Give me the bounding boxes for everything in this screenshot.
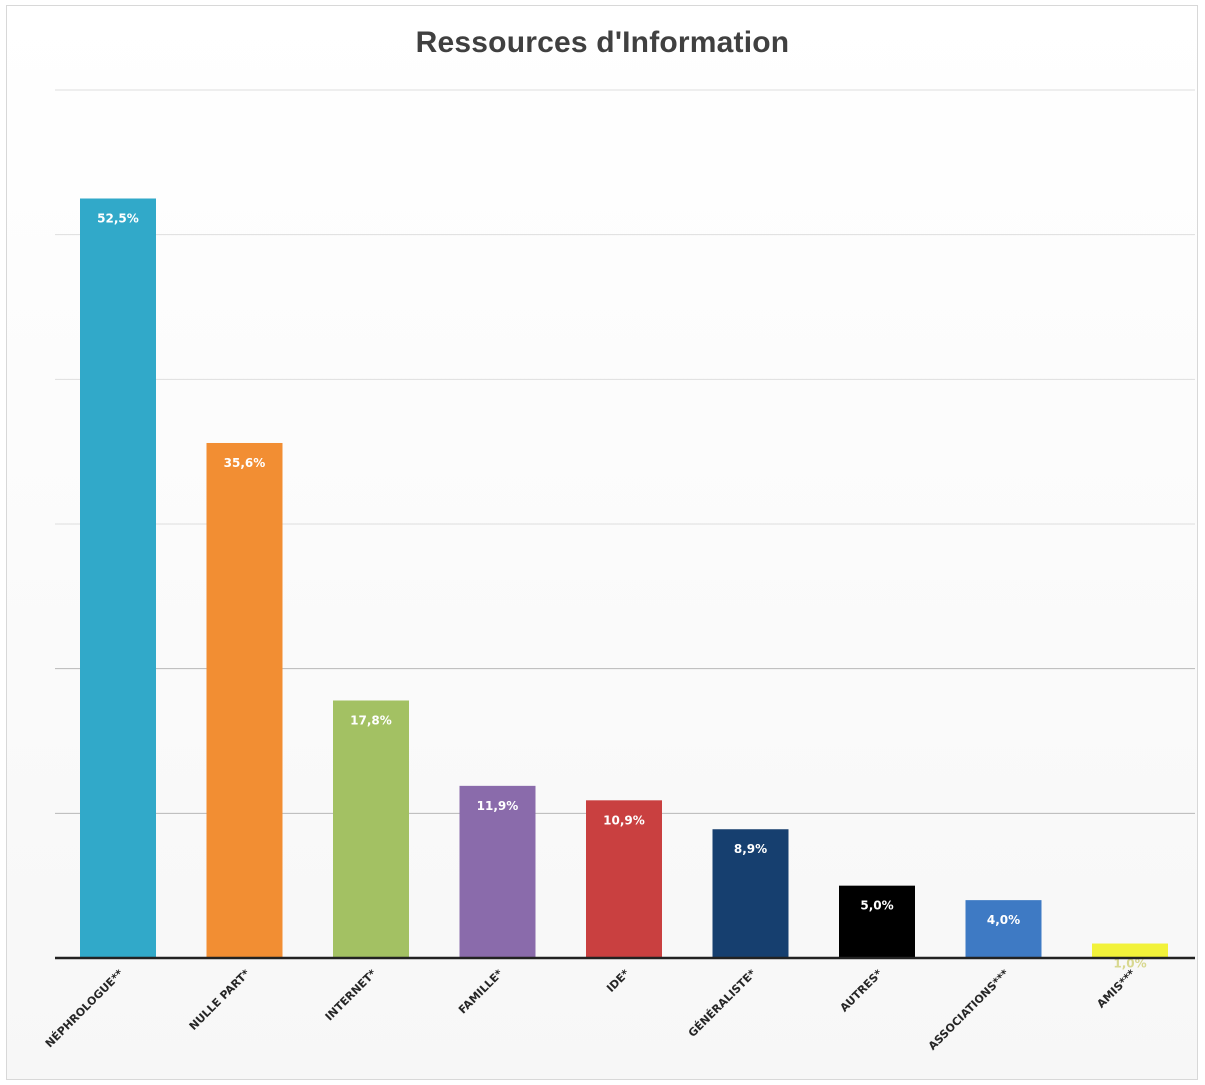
- category-label: IDE*: [604, 967, 632, 995]
- bar-value-label: 35,6%: [224, 456, 266, 470]
- bar-value-label: 11,9%: [477, 799, 519, 813]
- bar: [333, 700, 409, 958]
- category-label: FAMILLE*: [456, 967, 506, 1017]
- bar-value-label: 1,0%: [1113, 957, 1146, 971]
- category-label: NULLE PART*: [187, 967, 253, 1033]
- bar: [206, 442, 283, 958]
- bar: [80, 198, 156, 958]
- category-label: ASSOCIATIONS***: [926, 967, 1012, 1053]
- category-label: INTERNET*: [323, 967, 380, 1024]
- bar: [712, 829, 789, 958]
- bar: [1092, 943, 1168, 958]
- bar: [839, 885, 915, 958]
- bar-value-label: 17,8%: [350, 713, 392, 727]
- category-label: GÉNÉRALISTE*: [686, 967, 759, 1040]
- bar-value-label: 8,9%: [734, 842, 767, 856]
- bar: [586, 800, 662, 958]
- bar-value-label: 4,0%: [987, 913, 1020, 927]
- category-label: AUTRES*: [838, 967, 886, 1015]
- bar-value-label: 10,9%: [603, 813, 645, 827]
- bar: [459, 785, 536, 958]
- bar-value-label: 5,0%: [860, 899, 893, 913]
- category-label: NÉPHROLOGUE**: [43, 967, 126, 1050]
- category-label: AMIS***: [1094, 967, 1138, 1011]
- bar-value-label: 52,5%: [97, 212, 139, 226]
- chart-title: Ressources d'Information: [415, 26, 790, 59]
- bar: [965, 900, 1042, 958]
